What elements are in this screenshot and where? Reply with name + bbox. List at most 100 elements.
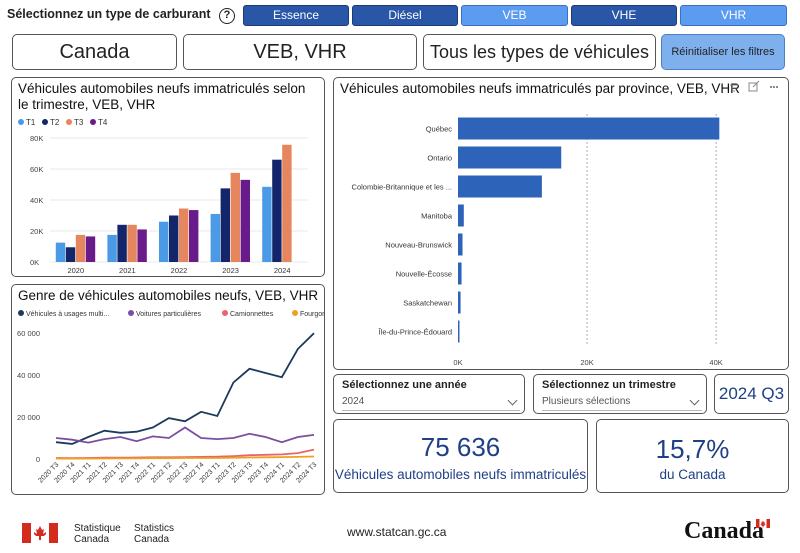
province-label: Manitoba bbox=[421, 212, 453, 221]
statcan-name-3: Statistics bbox=[134, 523, 175, 534]
bar-2021-T4[interactable] bbox=[137, 229, 147, 262]
vehicle-type-chart: Véhicules à usages multi... Voitures part… bbox=[17, 310, 325, 484]
statcan-name-2: Canada bbox=[74, 534, 110, 545]
legend-label-T3: T3 bbox=[74, 118, 84, 127]
bar-2023-T4[interactable] bbox=[240, 179, 250, 262]
bar-2021-T2[interactable] bbox=[117, 224, 127, 262]
y-tick-label: 40K bbox=[30, 196, 43, 205]
province-bar[interactable] bbox=[458, 233, 463, 256]
legend-marker bbox=[292, 310, 298, 316]
legend-marker-T2 bbox=[42, 119, 48, 125]
bar-2024-T3[interactable] bbox=[282, 144, 292, 262]
province-bar[interactable] bbox=[458, 320, 460, 343]
geography-filter-display: Canada bbox=[12, 34, 177, 70]
province-label: Nouveau-Brunswick bbox=[385, 241, 452, 250]
canada-flag-icon bbox=[22, 523, 58, 543]
wordmark-flag-icon bbox=[756, 519, 770, 528]
legend-label: Fourgonnettes bbox=[300, 311, 325, 318]
bar-2020-T1[interactable] bbox=[55, 242, 66, 262]
province-chart-title: Véhicules automobiles neufs immatriculés… bbox=[340, 81, 740, 96]
bar-2022-T2[interactable] bbox=[169, 215, 179, 263]
province-registrations-panel: Véhicules automobiles neufs immatriculés… bbox=[333, 77, 789, 370]
footer: Statistique Canada Statistics Canada www… bbox=[0, 510, 800, 553]
series-line[interactable] bbox=[55, 426, 315, 444]
statcan-name-4: Canada bbox=[134, 534, 170, 545]
province-bar[interactable] bbox=[458, 146, 562, 169]
kpi-share-card: 15,7% du Canada bbox=[596, 419, 789, 493]
kpi-share-value: 15,7% bbox=[655, 434, 730, 464]
bar-2021-T1[interactable] bbox=[107, 234, 117, 262]
legend-label: Camionnettes bbox=[230, 311, 274, 318]
focus-mode-icon[interactable] bbox=[748, 81, 760, 92]
y-tick-label: 60 000 bbox=[17, 329, 40, 338]
fuel-button-essence[interactable]: Essence bbox=[243, 5, 349, 26]
fuel-button-vhr[interactable]: VHR bbox=[680, 5, 787, 26]
statcan-url-link[interactable]: www.statcan.gc.ca bbox=[347, 525, 447, 539]
x-tick-label: 2024 bbox=[274, 266, 291, 275]
bar-2020-T3[interactable] bbox=[75, 234, 86, 262]
fuel-selector: Sélectionnez un type de carburant ? Esse… bbox=[0, 0, 800, 32]
kpi-registrations-value: 75 636 bbox=[420, 432, 501, 462]
province-bar[interactable] bbox=[458, 204, 464, 227]
province-label: Île-du-Prince-Édouard bbox=[378, 328, 452, 337]
bar-2024-T2[interactable] bbox=[272, 159, 282, 262]
y-tick-label: 20K bbox=[30, 227, 43, 236]
bar-2024-T1[interactable] bbox=[262, 186, 272, 262]
legend-marker bbox=[222, 310, 228, 316]
bar-2020-T2[interactable] bbox=[65, 247, 76, 262]
bar-2022-T3[interactable] bbox=[179, 208, 189, 262]
province-label: Saskatchewan bbox=[403, 299, 452, 308]
more-options-icon[interactable] bbox=[770, 86, 778, 88]
y-tick-label: 40 000 bbox=[17, 371, 40, 380]
quarter-selector: Sélectionnez un trimestre Plusieurs séle… bbox=[533, 374, 707, 414]
bar-2023-T3[interactable] bbox=[230, 172, 240, 262]
province-bar[interactable] bbox=[458, 175, 542, 198]
chevron-down-icon bbox=[689, 395, 700, 406]
series-line[interactable] bbox=[55, 332, 315, 445]
year-dropdown-value: 2024 bbox=[342, 396, 365, 407]
vehicle-type-filter-display: Tous les types de véhicules bbox=[423, 34, 656, 70]
x-tick-label: 40K bbox=[709, 358, 722, 367]
vehicle-type-chart-title: Genre de véhicules automobiles neufs, VE… bbox=[18, 288, 319, 303]
quarterly-registrations-panel: Véhicules automobiles neufs immatriculés… bbox=[11, 77, 325, 277]
y-tick-label: 0K bbox=[30, 258, 39, 267]
bar-2023-T1[interactable] bbox=[210, 213, 220, 262]
fuel-selector-label: Sélectionnez un type de carburant bbox=[7, 7, 211, 21]
x-tick-label: 0K bbox=[453, 358, 462, 367]
quarter-dropdown-value: Plusieurs sélections bbox=[542, 396, 631, 407]
province-bar[interactable] bbox=[458, 117, 720, 140]
bar-2023-T2[interactable] bbox=[220, 188, 230, 262]
fuel-button-vhe[interactable]: VHE bbox=[571, 5, 677, 26]
legend-marker bbox=[128, 310, 134, 316]
legend-label-T4: T4 bbox=[98, 118, 108, 127]
legend-marker-T1 bbox=[18, 119, 24, 125]
x-tick-label: 20K bbox=[580, 358, 593, 367]
fuel-button-diesel[interactable]: Diésel bbox=[352, 5, 458, 26]
x-tick-label: 2021 bbox=[119, 266, 136, 275]
help-icon[interactable]: ? bbox=[219, 8, 235, 24]
y-tick-label: 80K bbox=[30, 134, 43, 143]
bar-2020-T4[interactable] bbox=[85, 236, 96, 262]
statcan-name-1: Statistique bbox=[74, 523, 121, 534]
y-tick-label: 20 000 bbox=[17, 413, 40, 422]
canada-wordmark: Canada bbox=[684, 518, 765, 544]
chevron-down-icon bbox=[507, 395, 518, 406]
reset-filters-button[interactable]: Réinitialiser les filtres bbox=[661, 34, 785, 70]
province-bar[interactable] bbox=[458, 291, 461, 314]
bar-2022-T1[interactable] bbox=[159, 221, 169, 262]
quarter-dropdown[interactable]: Plusieurs sélections bbox=[542, 393, 702, 411]
x-tick-label: 2023 bbox=[222, 266, 239, 275]
legend-label-T1: T1 bbox=[26, 118, 36, 127]
kpi-share-label: du Canada bbox=[659, 467, 726, 482]
bar-2022-T4[interactable] bbox=[189, 210, 199, 262]
legend-marker-T3 bbox=[66, 119, 72, 125]
year-dropdown[interactable]: 2024 bbox=[342, 393, 520, 411]
year-selector: Sélectionnez une année 2024 bbox=[333, 374, 525, 414]
bar-2021-T3[interactable] bbox=[127, 224, 137, 262]
series-line[interactable] bbox=[56, 455, 315, 460]
filter-icon[interactable] bbox=[730, 84, 738, 92]
fuel-button-veb[interactable]: VEB bbox=[461, 5, 568, 26]
province-label: Nouvelle-Écosse bbox=[396, 270, 452, 279]
x-tick-label: 2022 bbox=[171, 266, 188, 275]
province-bar[interactable] bbox=[458, 262, 462, 285]
